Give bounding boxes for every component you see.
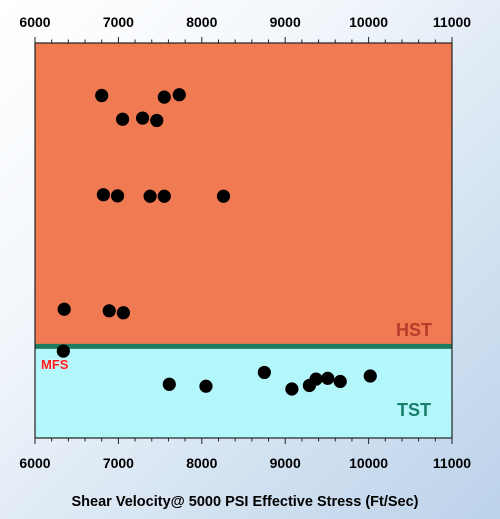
plot-frame [34, 42, 453, 439]
data-point-14 [116, 306, 131, 320]
zone-tst [35, 346, 452, 438]
data-point-13 [102, 304, 116, 318]
zone-label-hst: HST [396, 320, 432, 340]
mfs-boundary-line [35, 343, 452, 349]
boundary-label-mfs: MFS [41, 357, 69, 372]
data-point-5 [157, 90, 171, 104]
x-tick-label-bottom-8000: 8000 [186, 455, 217, 471]
x-tick-label-bottom-9000: 9000 [270, 455, 301, 471]
x-axis-label: Shear Velocity@ 5000 PSI Effective Stres… [72, 494, 419, 510]
data-point-21 [309, 372, 323, 386]
data-point-10 [157, 189, 171, 203]
data-point-1 [95, 88, 109, 103]
zone-label-tst: TST [397, 400, 431, 420]
data-point-11 [216, 189, 231, 203]
x-tick-label-top-11000: 11000 [433, 14, 471, 30]
x-tick-label-top-10000: 10000 [349, 14, 388, 30]
data-point-4 [150, 113, 164, 128]
data-point-9 [143, 189, 157, 203]
data-point-6 [172, 88, 186, 102]
x-tick-label-bottom-11000: 11000 [433, 455, 471, 471]
data-point-12 [57, 302, 71, 316]
data-point-23 [333, 374, 347, 389]
x-tick-label-top-9000: 9000 [270, 14, 301, 30]
data-point-2 [115, 112, 130, 126]
data-point-3 [135, 111, 150, 125]
text-labels: 6000 6000 7000 7000 8000 8000 9000 9000 10000 100… [19, 14, 471, 510]
x-tick-label-bottom-7000: 7000 [103, 455, 134, 471]
data-point-16 [162, 377, 176, 391]
plot-border [34, 42, 453, 439]
data-point-18 [257, 365, 271, 380]
boundary-layer [35, 343, 452, 349]
x-tick-label-bottom-6000: 6000 [19, 455, 50, 471]
axis-ticks [34, 37, 453, 444]
data-point-24 [363, 369, 377, 383]
x-tick-label-top-7000: 7000 [103, 14, 134, 30]
x-tick-label-top-8000: 8000 [186, 14, 217, 30]
points-layer [56, 88, 377, 396]
data-point-22 [321, 371, 335, 385]
data-point-17 [199, 379, 213, 393]
data-point-15 [56, 344, 70, 358]
x-tick-label-bottom-10000: 10000 [349, 455, 388, 471]
zones-layer [35, 43, 452, 438]
x-tick-label-top-6000: 6000 [19, 14, 50, 30]
data-point-8 [110, 189, 125, 203]
data-point-7 [96, 188, 110, 202]
data-point-19 [285, 382, 299, 396]
